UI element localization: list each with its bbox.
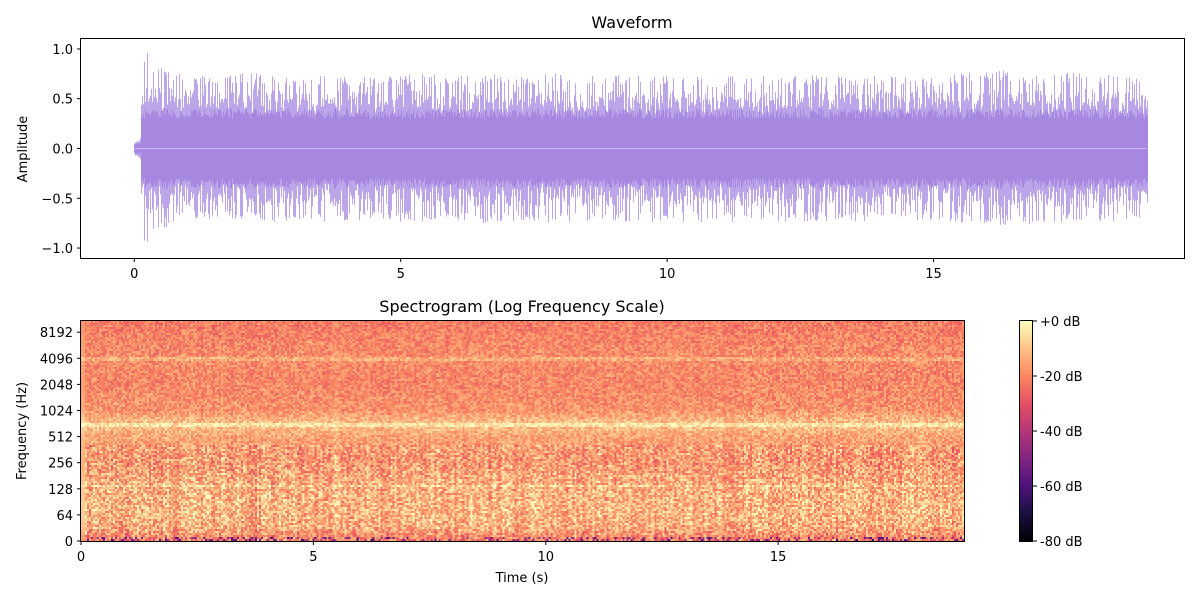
- waveform-x-tick-label: 5: [397, 267, 405, 282]
- colorbar-tick-label: +0 dB: [1040, 315, 1080, 330]
- spectrogram-y-tick-label: 64: [56, 509, 73, 524]
- waveform-y-tick-label: −1.0: [41, 242, 73, 257]
- colorbar-tick-label: -20 dB: [1040, 370, 1083, 385]
- waveform-x-tick-label: 15: [925, 267, 942, 282]
- colorbar-ticks: +0 dB -20 dB -40 dB -60 dB -80 dB: [1033, 315, 1083, 550]
- spectrogram-heatmap: [81, 321, 964, 541]
- waveform-title: Waveform: [591, 13, 672, 32]
- spectrogram-y-tick-label: 4096: [40, 352, 73, 367]
- waveform-plot-area: [134, 52, 1148, 242]
- spectrogram-x-tick-label: 10: [537, 550, 554, 565]
- spectrogram-axes-frame: [80, 320, 965, 542]
- spectrogram-title: Spectrogram (Log Frequency Scale): [379, 297, 664, 316]
- spectrogram-y-tick-label: 0: [65, 535, 73, 550]
- colorbar-gradient: [1020, 321, 1032, 541]
- colorbar-tick-label: -80 dB: [1040, 535, 1083, 550]
- spectrogram-panel: Spectrogram (Log Frequency Scale) Time (…: [15, 297, 1083, 586]
- colorbar-frame: [1019, 320, 1033, 542]
- spectrogram-y-tick-label: 128: [48, 483, 73, 498]
- waveform-panel: Waveform Amplitude 0 5 10 15 1.0 0.5 0.0 −0.5 −…: [16, 13, 1185, 282]
- spectrogram-y-tick-label: 512: [48, 431, 73, 446]
- spectrogram-y-tick-label: 1024: [40, 404, 73, 419]
- colorbar-tick-label: -40 dB: [1040, 425, 1083, 440]
- spectrogram-y-tick-label: 2048: [40, 378, 73, 393]
- waveform-y-label: Amplitude: [16, 116, 31, 183]
- waveform-y-tick-label: −0.5: [41, 192, 73, 207]
- spectrogram-y-tick-label: 256: [48, 457, 73, 472]
- colorbar-tick-label: -60 dB: [1040, 480, 1083, 495]
- spectrogram-y-ticks: 0 64 128 256 512 1024 2048 4096 8192: [40, 326, 81, 550]
- spectrogram-x-tick-label: 15: [770, 550, 787, 565]
- spectrogram-y-tick-label: 8192: [40, 326, 73, 341]
- spectrogram-y-label: Frequency (Hz): [15, 382, 30, 480]
- waveform-y-tick-label: 0.0: [52, 143, 73, 158]
- waveform-y-tick-label: 0.5: [52, 93, 73, 108]
- spectrogram-x-label: Time (s): [495, 571, 549, 586]
- spectrogram-x-ticks: 0 5 10 15: [77, 541, 787, 565]
- spectrogram-x-tick-label: 0: [77, 550, 85, 565]
- waveform-y-ticks: 1.0 0.5 0.0 −0.5 −1.0: [41, 43, 81, 257]
- waveform-x-ticks: 0 5 10 15: [130, 258, 942, 282]
- waveform-y-tick-label: 1.0: [52, 43, 73, 58]
- waveform-x-tick-label: 0: [130, 267, 138, 282]
- waveform-x-tick-label: 10: [659, 267, 676, 282]
- spectrogram-x-tick-label: 5: [309, 550, 317, 565]
